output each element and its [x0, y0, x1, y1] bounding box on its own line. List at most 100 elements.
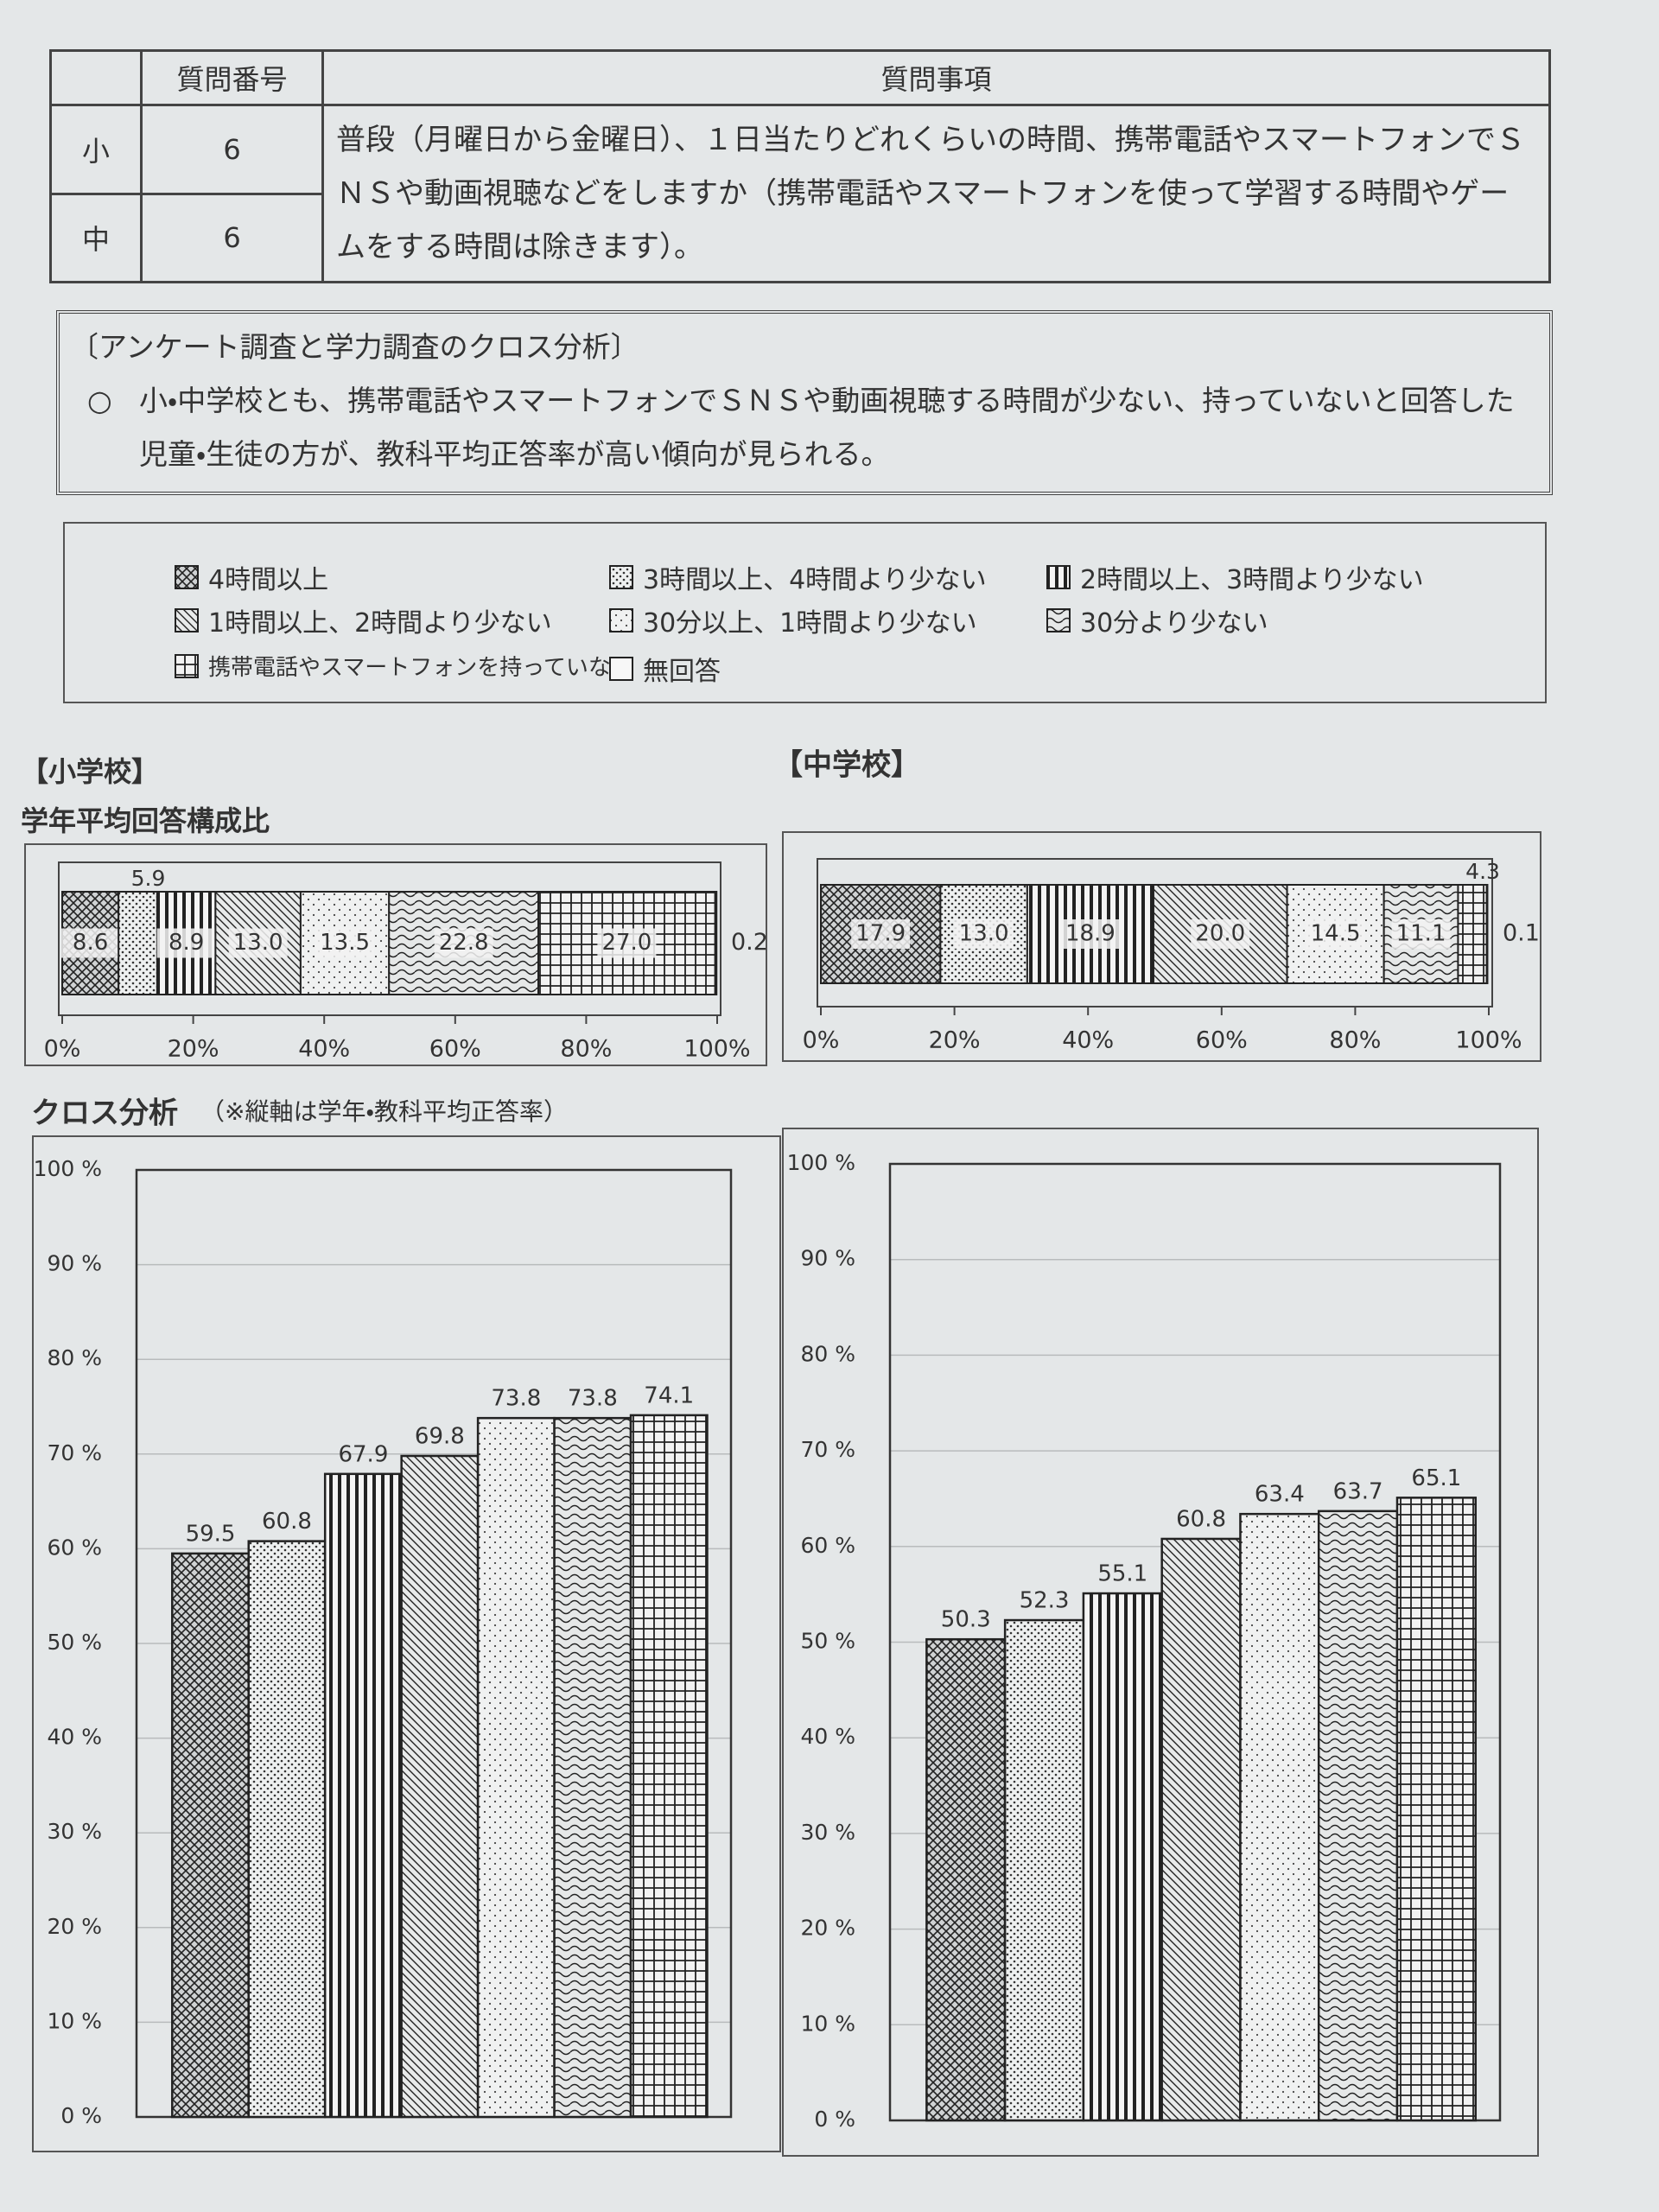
- label-bg: [156, 928, 216, 958]
- number-cell: 6: [140, 192, 324, 283]
- bar-segment: [714, 891, 718, 995]
- bar: [323, 1472, 403, 2119]
- value-label: 60.8: [1176, 1506, 1226, 1532]
- value-label: 11.1: [1396, 921, 1446, 947]
- note-text: 小・中学校とも、携帯電話やスマートフォンでＳＮＳや動画視聴する時間が少ない、持っ…: [139, 384, 1515, 471]
- legend-item: 30分以上、1時間より少ない: [608, 601, 977, 639]
- bar: [1395, 1497, 1478, 2122]
- bar-segment: [1457, 884, 1488, 984]
- swatch: [1046, 608, 1071, 632]
- legend-label: 4時間以上: [208, 565, 329, 595]
- panel: [32, 1135, 781, 2152]
- note-title: 〔アンケート調査と学力調査のクロス分析〕: [70, 330, 639, 364]
- legend-label: 無回答: [643, 657, 721, 687]
- value-label: 55.1: [1097, 1561, 1147, 1587]
- y-tick-label: 10 %: [800, 2011, 855, 2036]
- value-label: 4.3: [1465, 859, 1500, 884]
- x-tick-label: 0%: [803, 1027, 840, 1054]
- swatch: [175, 565, 199, 589]
- legend-swatch: [175, 653, 199, 678]
- y-tick-label: 60 %: [800, 1533, 855, 1558]
- bar: [629, 1414, 709, 2119]
- value-label: 50.3: [941, 1607, 991, 1633]
- legend-swatch: [609, 565, 633, 589]
- bar: [476, 1416, 556, 2119]
- bar: [1317, 1510, 1399, 2122]
- y-tick-label: 80 %: [800, 1341, 855, 1366]
- value-label: 0.2: [731, 929, 768, 956]
- note-box: 〔アンケート調査と学力調査のクロス分析〕 ○ 小・中学校とも、携帯電話やスマート…: [56, 310, 1553, 495]
- y-tick-label: 20 %: [47, 1914, 102, 1939]
- y-tick-label: 20 %: [800, 1916, 855, 1941]
- value-label: 52.3: [1020, 1588, 1070, 1614]
- y-tick-label: 50 %: [800, 1629, 855, 1654]
- swatch: [609, 657, 633, 681]
- value-label: 0.1: [1503, 920, 1540, 947]
- label-bg: [954, 919, 1014, 949]
- value-label: 63.7: [1333, 1478, 1383, 1504]
- value-label: 27.0: [601, 930, 652, 956]
- y-tick-label: 50 %: [47, 1630, 102, 1655]
- label-bg: [1060, 919, 1120, 949]
- chart-subtitle: 学年平均回答構成比: [21, 804, 270, 837]
- header-cell: 質問番号: [140, 49, 324, 106]
- x-tick-label: 20%: [168, 1036, 219, 1063]
- y-tick-label: 100 %: [34, 1156, 102, 1181]
- value-label: 63.4: [1255, 1482, 1305, 1508]
- value-label: 13.0: [233, 930, 283, 956]
- blank-header: [49, 49, 143, 106]
- value-label: 74.1: [644, 1382, 694, 1408]
- x-tick-label: 60%: [1196, 1027, 1248, 1054]
- x-tick-label: 40%: [1062, 1027, 1114, 1054]
- y-tick-label: 10 %: [47, 2008, 102, 2033]
- note-body: ○ 小・中学校とも、携帯電話やスマートフォンでＳＮＳや動画視聴する時間が少ない、…: [70, 374, 1539, 481]
- y-tick-label: 70 %: [47, 1440, 102, 1465]
- swatch: [175, 608, 199, 632]
- value-label: 59.5: [186, 1521, 236, 1547]
- y-tick-label: 40 %: [800, 1724, 855, 1749]
- y-tick-label: 30 %: [800, 1820, 855, 1845]
- legend-item: 30分より少ない: [1046, 601, 1268, 639]
- y-tick-label: 0 %: [814, 2107, 855, 2132]
- value-label: 18.9: [1065, 921, 1116, 947]
- bar: [1003, 1618, 1085, 2122]
- legend-item: 4時間以上: [174, 558, 328, 596]
- value-label: 73.8: [568, 1386, 618, 1412]
- bar: [1239, 1512, 1320, 2122]
- bar: [1082, 1592, 1163, 2122]
- bar: [1160, 1537, 1242, 2122]
- chart-title: 【中学校】: [773, 748, 920, 783]
- label-bg: [60, 928, 120, 958]
- y-tick-label: 30 %: [47, 1819, 102, 1844]
- swatch: [609, 608, 633, 632]
- x-tick-label: 0%: [44, 1036, 81, 1063]
- value-label: 8.6: [73, 930, 108, 956]
- legend-label: 3時間以上、4時間より少ない: [643, 565, 987, 595]
- panel: [782, 831, 1541, 1062]
- value-label: 73.8: [491, 1386, 541, 1412]
- label-bg: [434, 928, 493, 958]
- x-tick-label: 80%: [1329, 1027, 1381, 1054]
- label-bg: [1306, 919, 1365, 949]
- label-bg: [851, 919, 911, 949]
- legend-item: 無回答: [608, 650, 721, 688]
- note-bullet: ○: [87, 384, 112, 417]
- value-label: 65.1: [1411, 1465, 1461, 1491]
- value-label: 13.5: [320, 930, 370, 956]
- value-label: 67.9: [338, 1441, 388, 1467]
- x-tick-label: 100%: [1455, 1027, 1522, 1054]
- swatch: [1046, 565, 1071, 589]
- swatch: [609, 565, 633, 589]
- y-tick-label: 80 %: [47, 1345, 102, 1370]
- question-text: 普段（月曜日から金曜日）、１日当たりどれくらいの時間、携帯電話やスマートフォンで…: [321, 104, 1551, 283]
- y-tick-label: 0 %: [60, 2103, 102, 2128]
- legend-label: 30分以上、1時間より少ない: [643, 608, 977, 639]
- legend-label: 30分より少ない: [1080, 608, 1268, 639]
- label-bg: [228, 928, 288, 958]
- legend-swatch: [609, 657, 633, 681]
- question-table: 質問番号 質問事項 小 6 普段（月曜日から金曜日）、１日当たりどれくらいの時間…: [49, 49, 1551, 283]
- value-label: 8.9: [168, 930, 204, 956]
- x-tick-label: 100%: [683, 1036, 750, 1063]
- y-tick-label: 70 %: [800, 1437, 855, 1462]
- legend-label: 携帯電話やスマートフォンを持っていない: [208, 655, 633, 681]
